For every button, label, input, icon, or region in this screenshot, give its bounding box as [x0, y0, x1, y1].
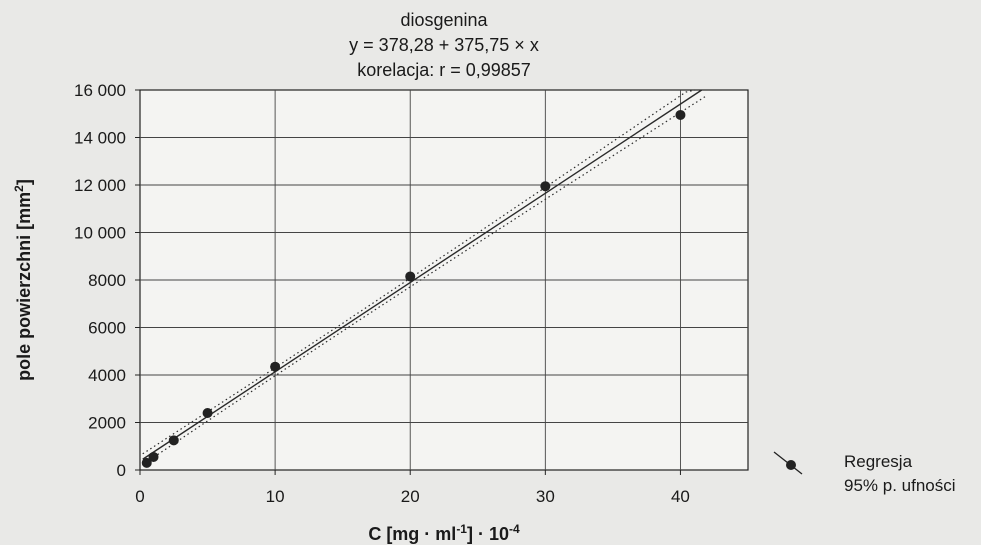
legend: Regresja 95% p. ufności [773, 451, 956, 495]
x-tick-label: 0 [135, 487, 144, 506]
y-tick-label: 2000 [88, 414, 126, 433]
legend-point-symbol [786, 460, 796, 470]
y-tick-label: 0 [117, 461, 126, 480]
y-tick-label: 14 000 [74, 129, 126, 148]
grid-lines [140, 90, 748, 470]
y-tick-label: 10 000 [74, 224, 126, 243]
data-point [540, 181, 551, 192]
data-point [202, 408, 213, 418]
y-tick-label: 4000 [88, 366, 126, 385]
x-tick-label: 20 [401, 487, 420, 506]
data-point [270, 361, 281, 372]
x-tick-label: 10 [266, 487, 285, 506]
data-point [405, 271, 416, 282]
x-tick-label: 40 [671, 487, 690, 506]
data-point [675, 109, 686, 120]
x-axis-title: C [mg · ml-1] · 10-4 [368, 522, 520, 544]
y-tick-label: 12 000 [74, 176, 126, 195]
chart-equation: y = 378,28 + 375,75 × x [349, 35, 539, 55]
y-tick-label: 8000 [88, 271, 126, 290]
legend-entry-regression: Regresja [844, 452, 913, 471]
data-point [168, 435, 179, 446]
x-tick-label: 30 [536, 487, 555, 506]
data-points [141, 109, 686, 468]
confidence-band [142, 89, 707, 466]
data-point [148, 451, 159, 462]
regression-line-group [142, 89, 703, 460]
data-point [141, 457, 152, 468]
chart-correlation: korelacja: r = 0,99857 [357, 60, 531, 80]
confidence-lower-line [142, 95, 707, 466]
y-tick-label: 16 000 [74, 81, 126, 100]
regression-line [142, 89, 703, 460]
x-axis-ticks: 0 10 20 30 40 [135, 470, 690, 506]
chart-title: diosgenina [400, 10, 488, 30]
y-axis-title: pole powierzchni [mm2] [12, 179, 34, 381]
y-axis-ticks: 0 2000 4000 6000 8000 10 000 12 000 14 000 16 00… [74, 81, 140, 480]
legend-entry-confidence: 95% p. ufności [844, 476, 956, 495]
y-tick-label: 6000 [88, 319, 126, 338]
